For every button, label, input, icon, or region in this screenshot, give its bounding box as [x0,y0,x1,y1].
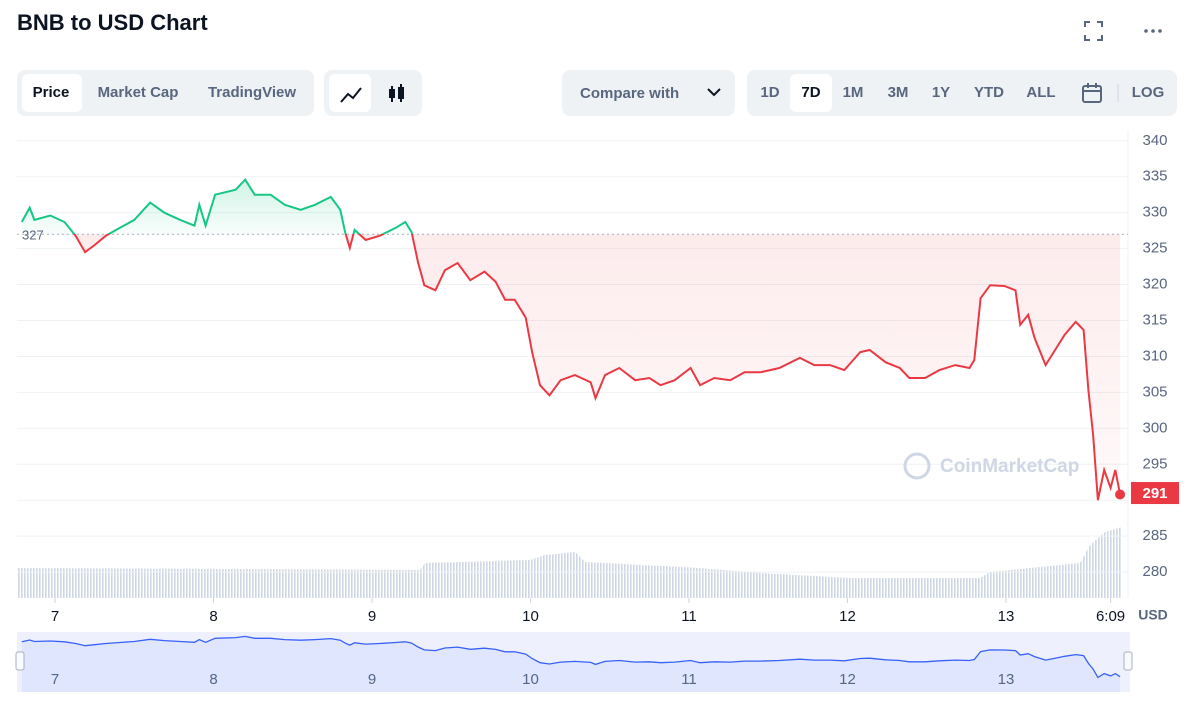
log-button[interactable]: LOG [1132,84,1165,101]
y-tick-label: 285 [1142,527,1167,544]
watermark-text: CoinMarketCap [940,456,1079,477]
range-group [747,70,1177,116]
y-tick-label: 300 [1142,419,1167,436]
navigator-label: 9 [368,671,376,688]
line-icon [340,87,362,103]
title: BNB to USD Chart [17,10,208,35]
navigator-label: 8 [209,671,217,688]
navigator-handle[interactable] [1123,651,1133,671]
y-tick-label: 330 [1142,204,1167,221]
tab-group [17,70,314,116]
fullscreen-icon[interactable] [1084,21,1103,41]
last-point [1115,489,1126,500]
x-tick-label: 11 [681,608,697,625]
range-button[interactable]: ALL [1026,84,1055,101]
y-tick-label: 315 [1142,311,1167,328]
range-selected[interactable] [790,74,832,112]
x-tick-label: 9 [368,608,376,625]
y-tick-label: 325 [1142,240,1167,257]
navigator-label: 10 [522,671,539,688]
compare-select[interactable] [562,70,735,116]
range-button[interactable]: 1D [760,84,779,101]
volume-bars [17,527,1122,598]
y-tick-label: 310 [1142,347,1167,364]
x-tick-label: 10 [522,608,539,625]
baseline-label: 327 [22,228,44,243]
price-tag-label: 291 [1142,485,1167,502]
compare-label: Compare with [580,85,679,102]
tab-selected[interactable] [22,74,82,112]
chevron [707,88,721,97]
navigator-label: 7 [51,671,59,688]
x-tick-label: 12 [839,608,856,625]
price-line [20,177,1122,501]
line-type-button[interactable] [329,74,371,112]
navigator-label: 12 [839,671,856,688]
range-button[interactable]: 3M [888,84,909,101]
range-button[interactable]: 1M [843,84,864,101]
navigator-label: 11 [681,671,697,688]
tab[interactable]: Price [33,84,70,101]
range-button[interactable]: 7D [801,84,820,101]
y-tick-label: 320 [1142,276,1167,293]
x-tick-label: 8 [209,608,217,625]
navigator-label: 13 [998,671,1015,688]
y-tick-label: 335 [1142,168,1167,185]
x-tick-label: 7 [51,608,59,625]
calendar-icon[interactable] [1082,83,1102,103]
price-area [21,179,1121,501]
more-icon[interactable] [1144,29,1162,33]
range-button[interactable]: 1Y [932,84,950,101]
y-tick-label: 340 [1142,132,1167,149]
candle-icon[interactable] [389,84,404,102]
range-button[interactable]: YTD [974,84,1004,101]
y-tick-label: 305 [1142,383,1167,400]
y-tick-label: 280 [1142,563,1167,580]
price-tag [1131,482,1179,505]
x-tick-label: 13 [998,608,1015,625]
tab[interactable]: Market Cap [98,84,179,101]
navigator-line [21,635,1121,679]
navigator-area [21,636,1121,692]
currency-label: USD [1138,607,1168,623]
y-tick-label: 295 [1142,455,1167,472]
navigator-handle[interactable] [15,651,25,671]
watermark: CoinMarketCap [903,452,1079,480]
tab[interactable]: TradingView [208,84,296,101]
x-tick-label: 6:09 [1096,608,1125,625]
